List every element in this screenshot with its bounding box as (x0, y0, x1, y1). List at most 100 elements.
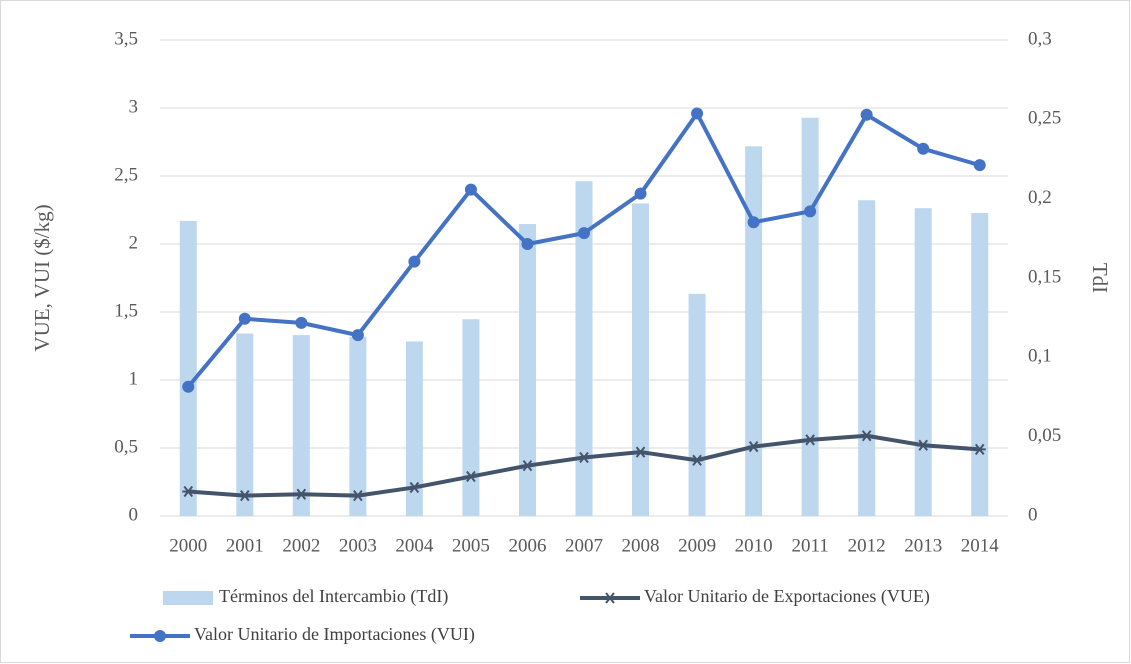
marker (521, 238, 534, 250)
marker (408, 481, 421, 494)
marker (604, 592, 616, 604)
bar (518, 224, 536, 516)
marker (747, 216, 760, 229)
y2-tick-label: 0 (1028, 504, 1038, 525)
y-tick-label: 1 (129, 368, 139, 389)
y2-tick-label: 0,25 (1028, 108, 1061, 129)
marker (691, 454, 704, 466)
x-tick-label: 2007 (565, 535, 603, 556)
legend-label: Valor Unitario de Importaciones (VUI) (194, 624, 475, 645)
marker (804, 205, 817, 218)
marker (238, 489, 251, 502)
x-tick-label: 2001 (226, 535, 264, 556)
marker-stroke (861, 430, 872, 442)
y2-tick-label: 0,3 (1028, 28, 1052, 49)
x-tick-label: 2012 (848, 535, 886, 556)
bar (745, 146, 763, 516)
x-tick-label: 2004 (395, 535, 434, 556)
marker-stroke (466, 470, 476, 483)
marker-stroke (296, 488, 307, 500)
x-tick-label: 2006 (508, 535, 546, 556)
bar (405, 341, 423, 516)
marker (295, 316, 308, 329)
y-tick-label: 2,5 (114, 164, 138, 185)
x-tick-label: 2002 (282, 535, 320, 556)
marker (351, 489, 364, 502)
legend-swatch (163, 591, 213, 605)
marker (973, 443, 986, 455)
legend-label: Valor Unitario de Exportaciones (VUE) (644, 586, 930, 607)
marker-stroke (579, 451, 589, 464)
legend-label: Términos del Intercambio (TdI) (219, 586, 448, 607)
marker (295, 488, 308, 500)
y-axis-title: VUE, VUI ($/kg) (30, 204, 54, 351)
x-tick-label: 2005 (452, 535, 490, 556)
x-tick-label: 2011 (791, 535, 828, 556)
bar (971, 212, 989, 517)
marker (634, 446, 647, 458)
marker (860, 108, 873, 121)
y-tick-label: 3,5 (114, 28, 138, 49)
marker (578, 451, 590, 464)
marker (182, 485, 195, 498)
bar (462, 319, 480, 516)
marker (860, 430, 873, 442)
marker (408, 255, 421, 268)
marker-stroke (605, 592, 615, 604)
bar (179, 220, 197, 516)
bar (575, 181, 593, 517)
marker (973, 159, 986, 172)
y2-axis-title: TdI (1088, 263, 1112, 293)
bar (914, 208, 932, 517)
marker (634, 187, 647, 200)
y-tick-label: 3 (129, 96, 139, 117)
marker (464, 183, 477, 196)
x-tick-label: 2000 (169, 535, 207, 556)
y2-tick-label: 0,15 (1028, 266, 1061, 287)
x-tick-label: 2008 (622, 535, 660, 556)
marker (464, 470, 477, 483)
bar (236, 333, 254, 516)
y2-tick-label: 0,2 (1028, 187, 1052, 208)
y2-tick-label: 0,1 (1028, 346, 1052, 367)
bar (292, 335, 310, 516)
marker-stroke (409, 481, 420, 494)
bar (632, 203, 650, 516)
x-tick-label: 2009 (678, 535, 716, 556)
x-tick-label: 2013 (904, 535, 942, 556)
marker-stroke (183, 485, 194, 498)
marker-stroke (240, 489, 250, 502)
y-tick-label: 1,5 (114, 300, 138, 321)
marker-stroke (918, 439, 928, 451)
marker-stroke (692, 454, 702, 466)
marker-stroke (635, 446, 646, 458)
bar (801, 117, 819, 516)
y-tick-label: 0,5 (114, 436, 138, 457)
marker (182, 380, 195, 393)
bar (688, 293, 706, 516)
marker-stroke (748, 441, 759, 453)
marker-stroke (805, 434, 815, 446)
bar (858, 200, 876, 516)
x-tick-label: 2014 (961, 535, 1000, 556)
x-tick-label: 2003 (339, 535, 377, 556)
bar (349, 336, 367, 516)
y-tick-label: 0 (129, 504, 139, 525)
marker (578, 227, 590, 240)
marker (521, 460, 534, 472)
marker-stroke (522, 460, 533, 472)
marker (691, 107, 704, 120)
marker (804, 434, 817, 446)
marker (747, 441, 760, 453)
marker (917, 142, 930, 155)
marker (238, 312, 251, 325)
y2-tick-label: 0,05 (1028, 425, 1061, 446)
legend-marker (154, 630, 166, 642)
marker (351, 329, 364, 342)
marker (917, 439, 930, 451)
marker-stroke (974, 443, 985, 455)
marker-stroke (353, 489, 363, 502)
